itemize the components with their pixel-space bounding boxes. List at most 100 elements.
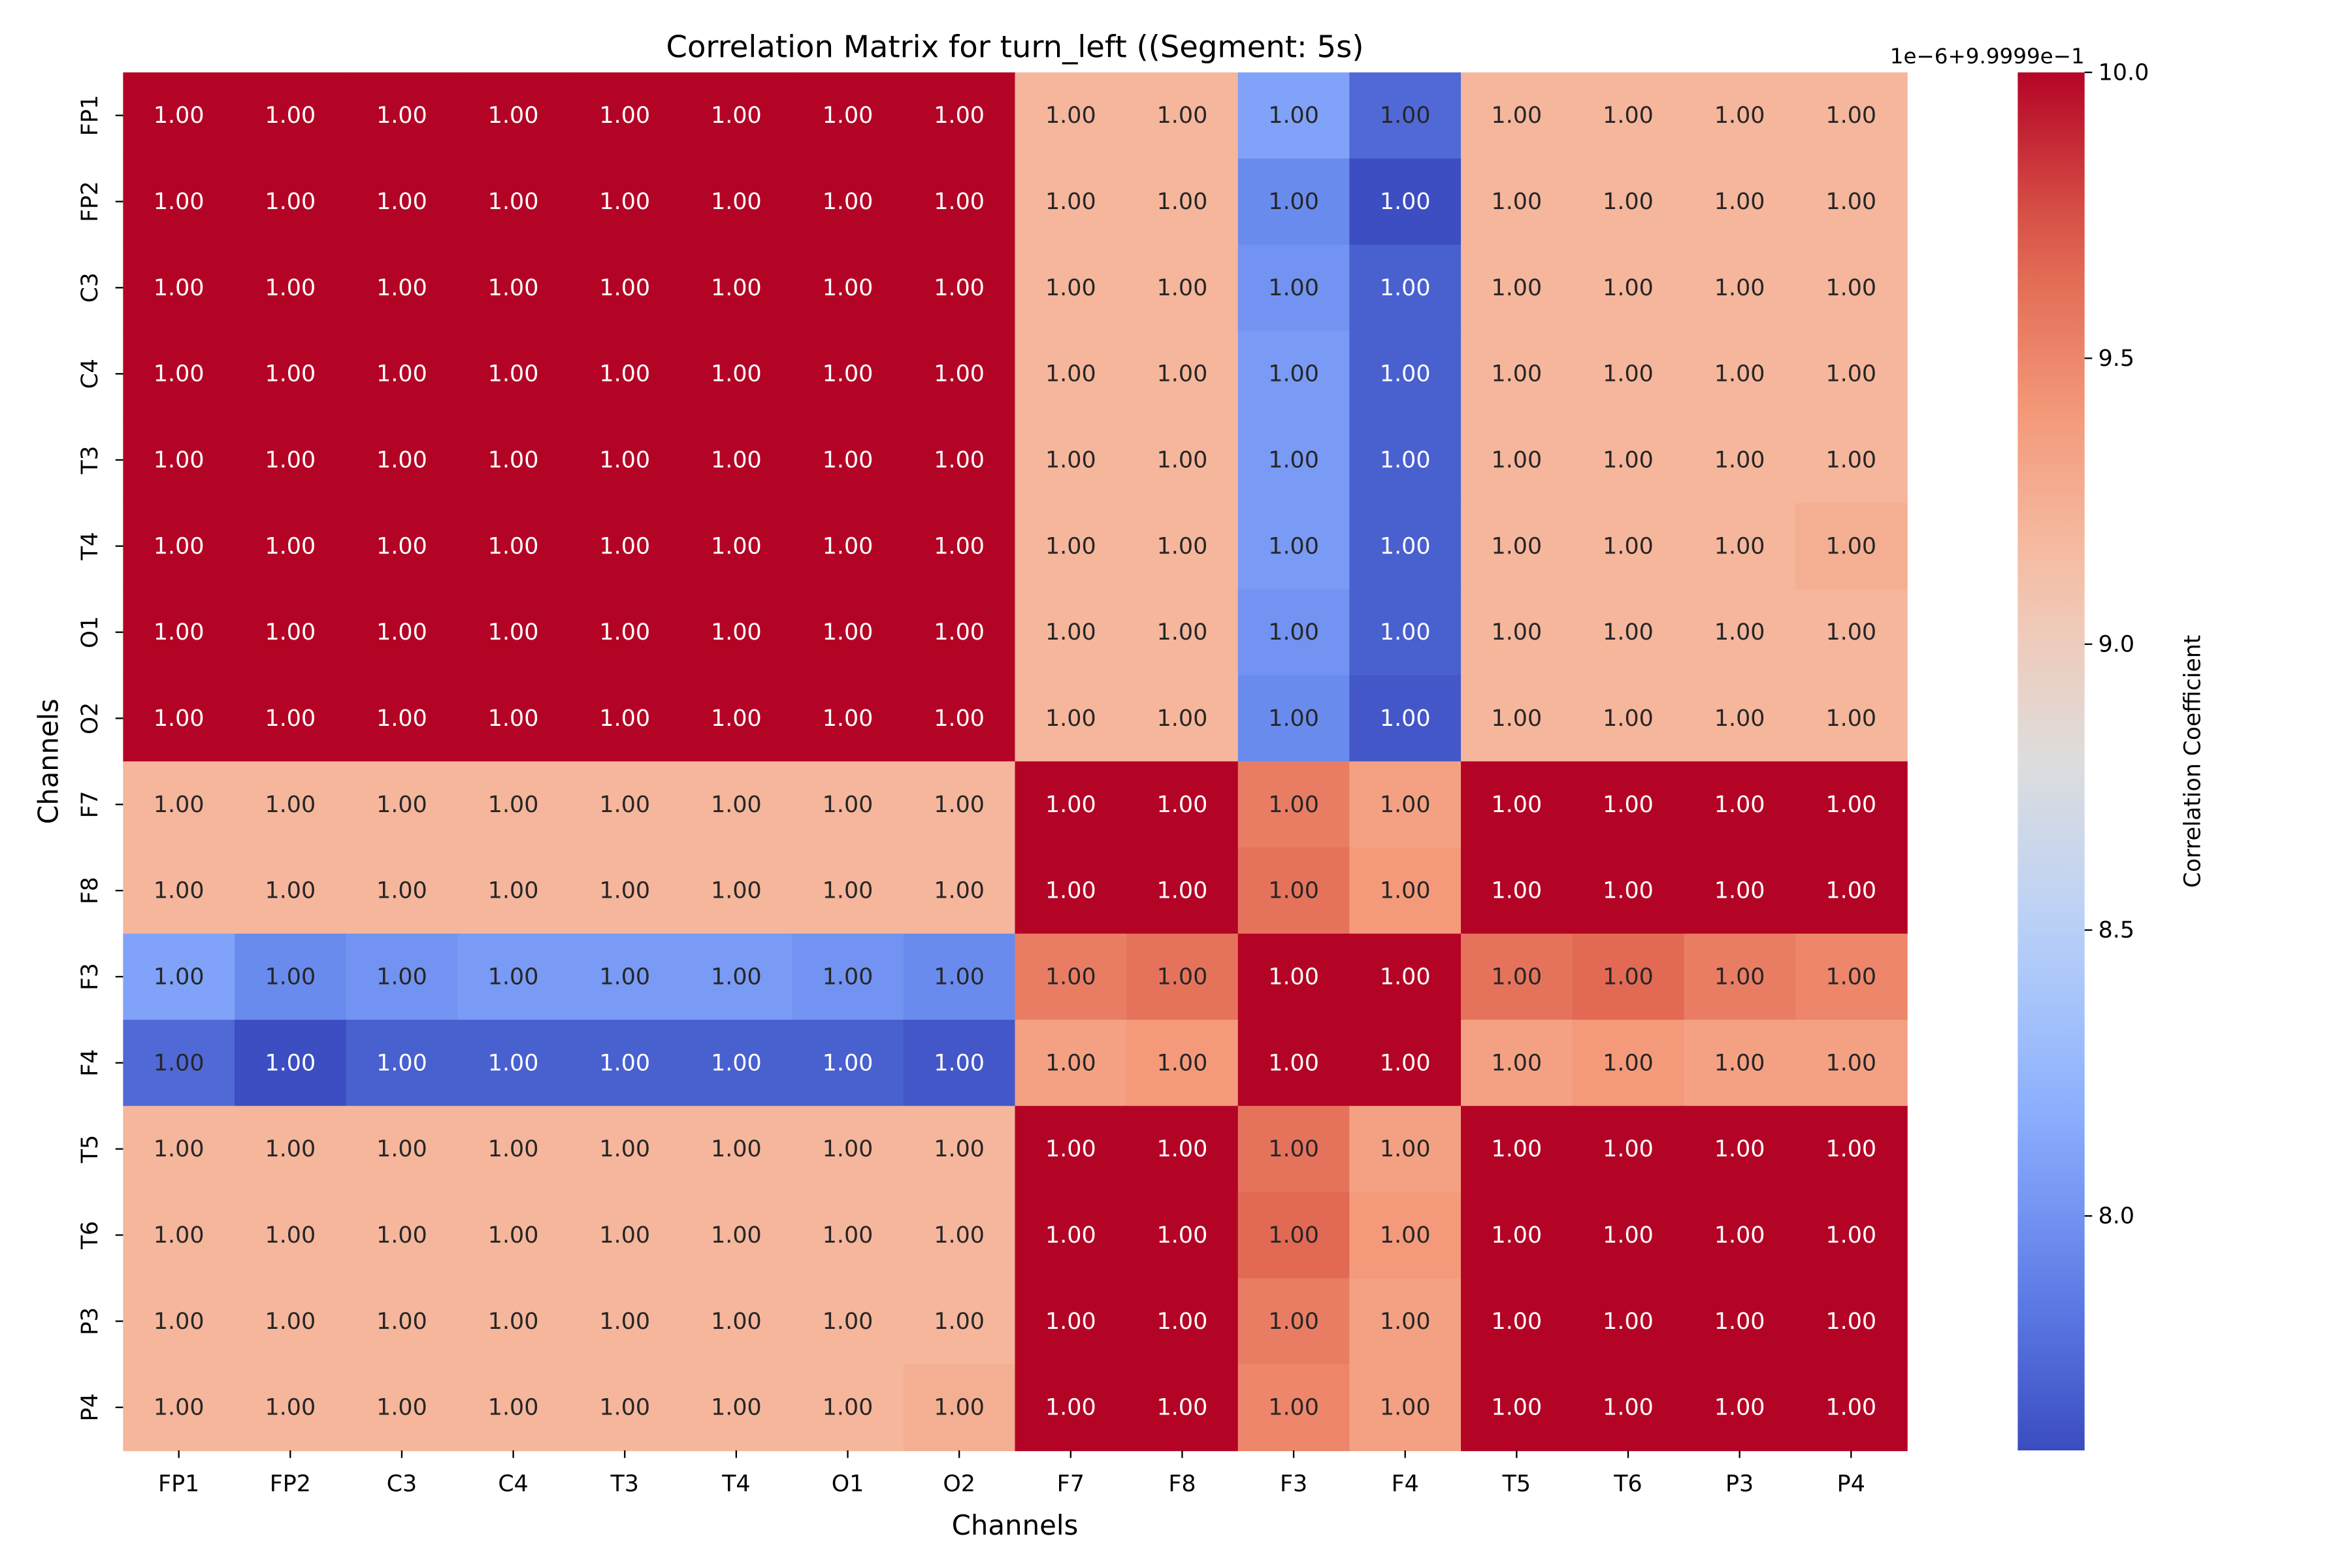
x-axis-ticks: FP1 FP2 C3 C4 T3 T4 O1 O2 F7 F8 F3 F4 T5 T6 P3 P4	[158, 1450, 1865, 1497]
cell-annotation: 1.00	[1492, 706, 1543, 732]
heatmap-cell	[568, 1364, 681, 1452]
y-tick-label: P3	[77, 1307, 103, 1335]
cell-annotation: 1.00	[823, 448, 874, 474]
cell-annotation: 1.00	[934, 792, 985, 818]
cell-annotation: 1.00	[1157, 361, 1208, 387]
colorbar-tick-label: 9.5	[2099, 346, 2134, 372]
heatmap-cell	[346, 502, 459, 590]
heatmap-cell	[1684, 675, 1797, 762]
cell-annotation: 1.00	[1268, 1136, 1319, 1162]
heatmap-cell	[1126, 1364, 1239, 1452]
cell-annotation: 1.00	[1268, 619, 1319, 645]
cell-annotation: 1.00	[1045, 964, 1096, 990]
heatmap-cell	[457, 1278, 570, 1365]
cell-annotation: 1.00	[1045, 1222, 1096, 1249]
cell-annotation: 1.00	[1825, 964, 1876, 990]
heatmap-cell	[1795, 331, 1908, 418]
heatmap-cells: 1.00 1.00 1.00 1.00 1.00 1.00 1.00 1.00 1.00 1.00…	[123, 72, 1908, 1452]
cell-annotation: 1.00	[1714, 533, 1765, 559]
cell-annotation: 1.00	[1157, 1136, 1208, 1162]
heatmap-cell	[792, 1019, 905, 1107]
heatmap-cell	[568, 589, 681, 676]
cell-annotation: 1.00	[1714, 878, 1765, 904]
cell-annotation: 1.00	[1825, 706, 1876, 732]
heatmap-cell	[346, 934, 459, 1021]
heatmap-cell	[1237, 1105, 1350, 1193]
cell-annotation: 1.00	[154, 448, 204, 474]
cell-annotation: 1.00	[154, 792, 204, 818]
cell-annotation: 1.00	[1492, 1395, 1543, 1421]
heatmap-cell	[235, 1192, 347, 1279]
heatmap-cell	[123, 934, 236, 1021]
cell-annotation: 1.00	[1380, 706, 1431, 732]
y-tick-label: C3	[77, 272, 103, 302]
colorbar-ticks: 8.0 8.5 9.0 9.5 10.0	[2084, 59, 2149, 1230]
heatmap-cell	[680, 847, 793, 935]
heatmap-cell	[680, 1278, 793, 1365]
heatmap-cell	[1684, 934, 1797, 1021]
y-axis-label: Channels	[32, 698, 64, 824]
cell-annotation: 1.00	[1603, 189, 1654, 215]
heatmap-cell	[457, 761, 570, 849]
cell-annotation: 1.00	[823, 1309, 874, 1335]
cell-annotation: 1.00	[488, 1395, 539, 1421]
cell-annotation: 1.00	[1492, 448, 1543, 474]
heatmap-cell	[1795, 158, 1908, 246]
cell-annotation: 1.00	[599, 448, 650, 474]
heatmap-cell	[235, 417, 347, 504]
cell-annotation: 1.00	[488, 619, 539, 645]
cell-annotation: 1.00	[265, 361, 316, 387]
heatmap-cell	[457, 417, 570, 504]
cell-annotation: 1.00	[711, 878, 762, 904]
heatmap-cell	[457, 1105, 570, 1193]
heatmap-cell	[1126, 675, 1239, 762]
heatmap-cell	[235, 72, 347, 159]
cell-annotation: 1.00	[1714, 792, 1765, 818]
heatmap-cell	[1461, 761, 1573, 849]
heatmap-cell	[1237, 761, 1350, 849]
heatmap-cell	[1684, 417, 1797, 504]
heatmap-cell	[1795, 589, 1908, 676]
y-tick-label: C4	[77, 359, 103, 389]
cell-annotation: 1.00	[1268, 189, 1319, 215]
cell-annotation: 1.00	[1603, 792, 1654, 818]
heatmap-cell	[346, 158, 459, 246]
x-tick-label: T4	[721, 1471, 750, 1497]
cell-annotation: 1.00	[1380, 619, 1431, 645]
cell-annotation: 1.00	[711, 1309, 762, 1335]
heatmap-cell	[792, 934, 905, 1021]
cell-annotation: 1.00	[599, 189, 650, 215]
cell-annotation: 1.00	[376, 448, 427, 474]
heatmap-cell	[903, 761, 1016, 849]
heatmap-cell	[1126, 158, 1239, 246]
cell-annotation: 1.00	[1045, 103, 1096, 129]
heatmap-cell	[1572, 934, 1685, 1021]
cell-annotation: 1.00	[376, 103, 427, 129]
cell-annotation: 1.00	[376, 1222, 427, 1249]
cell-annotation: 1.00	[1045, 619, 1096, 645]
cell-annotation: 1.00	[1268, 448, 1319, 474]
cell-annotation: 1.00	[1157, 448, 1208, 474]
heatmap-cell	[1461, 1105, 1573, 1193]
cell-annotation: 1.00	[1157, 533, 1208, 559]
heatmap-cell	[1684, 1019, 1797, 1107]
cell-annotation: 1.00	[1714, 619, 1765, 645]
heatmap-cell	[568, 1192, 681, 1279]
heatmap-cell	[1126, 589, 1239, 676]
cell-annotation: 1.00	[1492, 1136, 1543, 1162]
heatmap-cell	[568, 417, 681, 504]
cell-annotation: 1.00	[1714, 706, 1765, 732]
cell-annotation: 1.00	[265, 706, 316, 732]
cell-annotation: 1.00	[934, 448, 985, 474]
cell-annotation: 1.00	[1825, 878, 1876, 904]
heatmap-cell	[568, 502, 681, 590]
cell-annotation: 1.00	[265, 1222, 316, 1249]
colorbar-tick-label: 10.0	[2099, 59, 2149, 86]
cell-annotation: 1.00	[376, 878, 427, 904]
cell-annotation: 1.00	[1714, 1309, 1765, 1335]
cell-annotation: 1.00	[154, 619, 204, 645]
heatmap-cell	[1237, 675, 1350, 762]
cell-annotation: 1.00	[1380, 448, 1431, 474]
heatmap-cell	[680, 417, 793, 504]
heatmap-cell	[903, 847, 1016, 935]
